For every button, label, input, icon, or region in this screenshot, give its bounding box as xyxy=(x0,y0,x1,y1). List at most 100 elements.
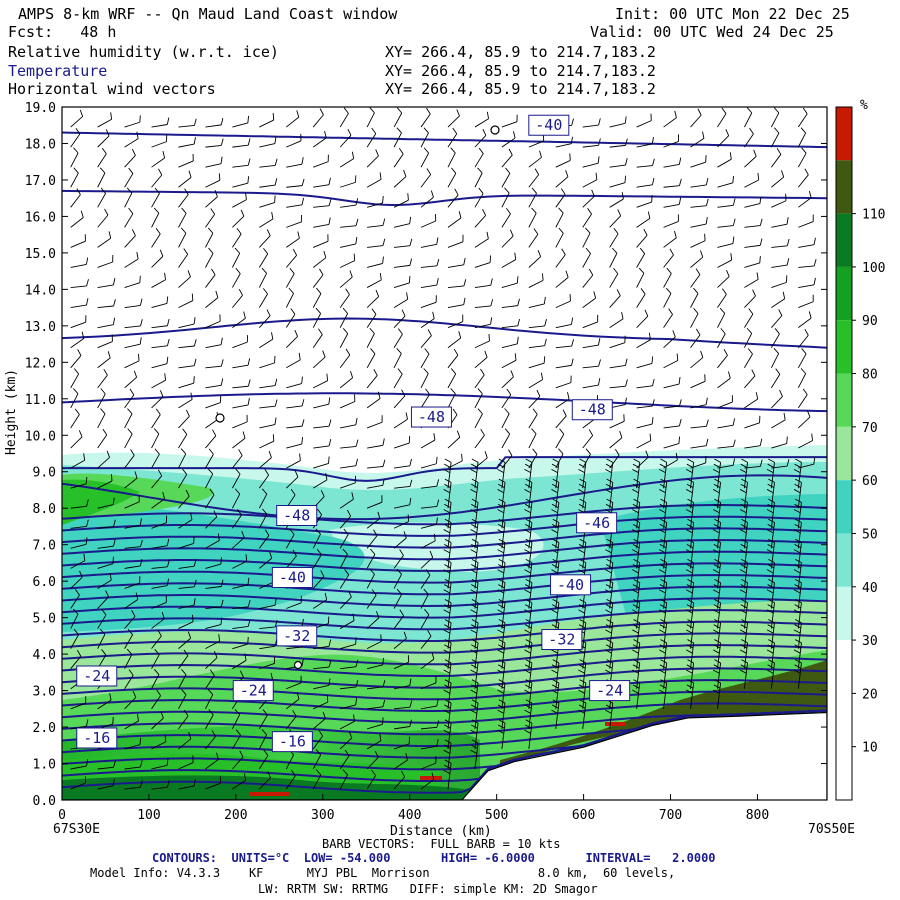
left-corner-label: 67S30E xyxy=(53,822,100,837)
wind-barb-53 xyxy=(178,709,189,730)
wind-barb-548 xyxy=(205,359,224,369)
wind-barb-167 xyxy=(497,619,506,649)
wind-barb-691 xyxy=(285,248,298,268)
wind-barb-775 xyxy=(286,197,305,208)
wind-barb-212 xyxy=(205,599,224,609)
wind-barb-207 xyxy=(70,589,80,609)
wind-barb-531 xyxy=(501,370,514,389)
y-tick-label-5: 5.0 xyxy=(33,612,56,627)
wind-barb-175 xyxy=(712,619,722,649)
wind-barb-726 xyxy=(474,231,489,248)
wind-barb-368 xyxy=(632,478,641,509)
wind-barb-547 xyxy=(178,358,197,369)
wind-barb-538 xyxy=(690,374,706,389)
wind-barb-596 xyxy=(744,327,753,348)
wind-barb-235 xyxy=(70,570,83,589)
wind-barb-300 xyxy=(312,528,321,549)
svg-text:-40: -40 xyxy=(557,576,584,594)
wind-barb-65 xyxy=(497,699,506,729)
wind-barb-199 xyxy=(605,599,614,629)
wind-barb-481 xyxy=(663,419,682,429)
rh-max-spot2 xyxy=(605,722,625,726)
wind-barb-12 xyxy=(393,770,406,790)
wind-barb-97 xyxy=(124,669,134,689)
wind-barb-684 xyxy=(97,254,114,268)
wind-barb-590 xyxy=(582,338,601,349)
wind-barb-382 xyxy=(258,469,270,489)
colorbar-swatch-2 xyxy=(836,213,852,267)
isotherm-21 xyxy=(62,527,827,549)
wind-barb-184 xyxy=(205,617,223,630)
wind-barb-409 xyxy=(232,449,243,469)
wind-barb-534 xyxy=(582,378,601,389)
wind-barb-354 xyxy=(258,488,268,509)
wind-barb-656 xyxy=(97,278,116,288)
wind-barb-786 xyxy=(582,189,595,208)
wind-barb-503 xyxy=(501,388,512,409)
wind-barb-465 xyxy=(232,414,248,429)
wind-barb-238 xyxy=(151,578,170,589)
wind-barb-817 xyxy=(663,178,682,188)
wind-barb-406 xyxy=(151,448,160,469)
wind-barb-440 xyxy=(313,439,332,449)
wind-barb-493 xyxy=(232,398,250,409)
wind-barb-139 xyxy=(497,639,506,669)
wind-barb-883 xyxy=(178,118,197,128)
wind-barb-714 xyxy=(151,228,161,248)
wind-barb-366 xyxy=(578,478,587,509)
isotherm-27 xyxy=(62,317,827,349)
wind-barb-609 xyxy=(339,307,349,328)
svg-text:-24: -24 xyxy=(83,667,110,685)
wind-barb-667 xyxy=(393,275,411,288)
wind-barb-246 xyxy=(366,568,375,589)
wind-barb-259 xyxy=(712,558,722,589)
wind-barb-233 xyxy=(766,579,775,609)
wind-barb-24 xyxy=(312,749,322,770)
isotherm-28 xyxy=(62,189,827,207)
wind-barb-93 xyxy=(686,679,695,709)
x-tick-label-1: 100 xyxy=(137,808,160,823)
wind-barb-823 xyxy=(70,147,79,168)
wind-barb-561 xyxy=(555,358,574,369)
wind-barb-273 xyxy=(339,548,348,569)
wind-barb-818 xyxy=(690,178,709,188)
wind-barb-752 xyxy=(420,213,437,228)
wind-barb-719 xyxy=(286,231,300,248)
wind-barb-878 xyxy=(797,127,807,148)
wind-barb-240 xyxy=(205,579,224,589)
wind-barb-607 xyxy=(285,308,296,328)
svg-text:-40: -40 xyxy=(535,116,562,134)
wind-barb-810 xyxy=(474,167,483,188)
wind-barb-361 xyxy=(443,478,452,509)
contour-label-10: -24 xyxy=(232,680,274,702)
wind-barb-374 xyxy=(793,478,802,509)
wind-barb-359 xyxy=(393,497,412,509)
isotherm-29 xyxy=(62,131,827,149)
wind-barb-353 xyxy=(231,488,241,509)
wind-barb-365 xyxy=(551,478,560,509)
wind-barb-668 xyxy=(420,278,439,288)
isotherm-19 xyxy=(62,550,827,572)
wind-barb-794 xyxy=(798,190,812,208)
wind-barb-71 xyxy=(97,693,112,710)
wind-barb-881 xyxy=(124,115,141,128)
wind-barb-766 xyxy=(798,214,814,228)
wind-barb-494 xyxy=(259,399,278,409)
terrain xyxy=(62,711,827,800)
wind-barb-715 xyxy=(178,227,187,248)
wind-barb-45 xyxy=(443,719,452,749)
wind-barb-866 xyxy=(474,128,487,148)
wind-barb-343 xyxy=(712,498,722,529)
wind-barb-52 xyxy=(151,711,164,730)
wind-barb-573 xyxy=(124,337,142,349)
y-tick-label-7: 7.0 xyxy=(33,539,56,554)
wind-barb-512 xyxy=(744,392,759,409)
wind-barb-732 xyxy=(636,228,648,248)
wind-barb-179 xyxy=(70,608,79,629)
wind-barb-263 xyxy=(70,553,86,569)
wind-barb-643 xyxy=(501,298,520,309)
wind-barb-511 xyxy=(717,395,733,409)
colorbar-tick-label-4: 50 xyxy=(862,527,878,542)
wind-barb-433 xyxy=(124,428,133,449)
wind-barb-689 xyxy=(231,247,241,268)
